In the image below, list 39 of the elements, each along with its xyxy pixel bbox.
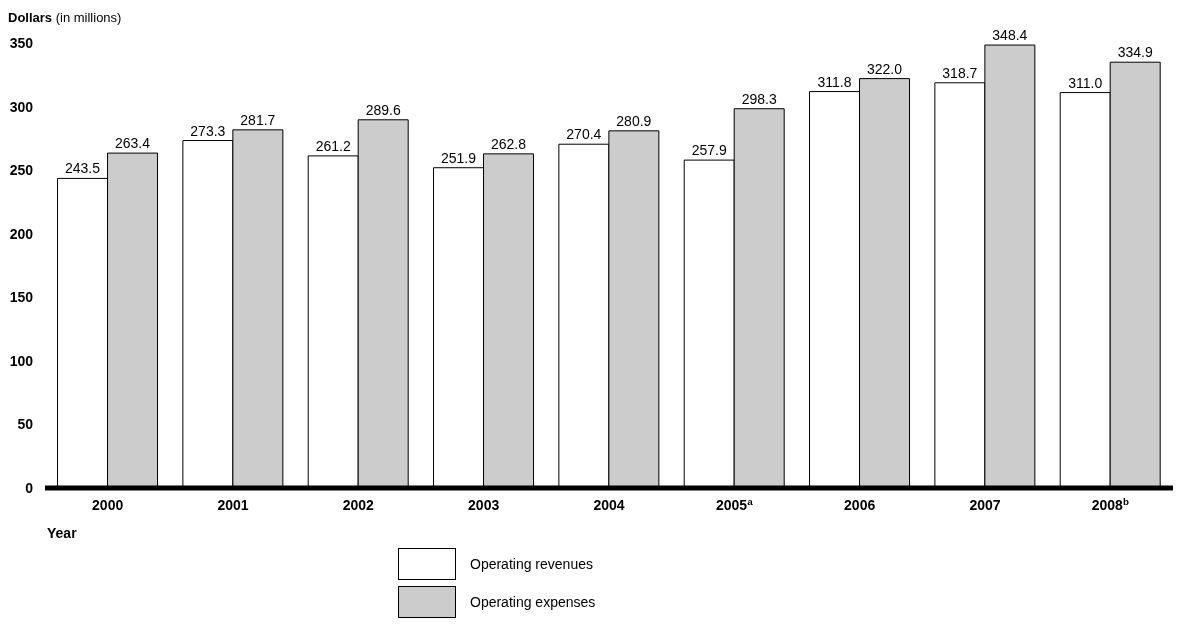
data-label: 311.8 (817, 73, 852, 90)
x-tick-label: 2001 (217, 497, 249, 513)
data-label: 348.4 (992, 27, 1028, 44)
data-label: 298.3 (741, 90, 777, 107)
data-label: 322.0 (867, 60, 903, 77)
data-label: 243.5 (65, 160, 101, 177)
y-axis-title: Dollars (in millions) (8, 10, 122, 25)
data-label: 270.4 (566, 126, 602, 143)
x-tick-label: 2006 (844, 497, 876, 513)
data-label: 318.7 (942, 64, 978, 81)
legend-label: Operating revenues (470, 556, 593, 572)
x-tick-label: 2008$^{b}$ (1091, 495, 1129, 513)
y-tick-label: 50 (17, 416, 34, 433)
y-tick-label: 0 (25, 479, 34, 496)
data-label: 289.6 (365, 101, 401, 118)
data-label: 273.3 (190, 122, 226, 139)
data-label: 311.0 (1068, 74, 1103, 91)
x-axis-title: Year (47, 525, 78, 541)
y-tick-label: 100 (9, 352, 34, 369)
x-tick-label: 2003 (468, 497, 500, 513)
x-tick-label: 2005$^{a}$ (716, 495, 754, 513)
data-label: 261.2 (315, 137, 351, 154)
data-label: 281.7 (240, 111, 276, 128)
x-tick-label: 2007 (969, 497, 1001, 513)
y-tick-label: 350 (9, 34, 34, 51)
x-tick-label: 2000 (92, 497, 124, 513)
data-label: 257.9 (691, 142, 727, 159)
y-tick-label: 150 (9, 289, 34, 306)
y-tick-label: 250 (9, 162, 34, 179)
data-label: 280.9 (616, 112, 652, 129)
x-tick-label: 2004 (593, 497, 625, 513)
data-label: 251.9 (441, 149, 477, 166)
legend-label: Operating expenses (470, 594, 596, 610)
x-tick-label: 2002 (342, 497, 375, 513)
data-label: 334.9 (1117, 44, 1153, 61)
data-label: 262.8 (491, 135, 527, 152)
data-label: 263.4 (115, 135, 151, 152)
y-tick-label: 300 (9, 98, 34, 115)
y-tick-label: 200 (9, 225, 34, 242)
